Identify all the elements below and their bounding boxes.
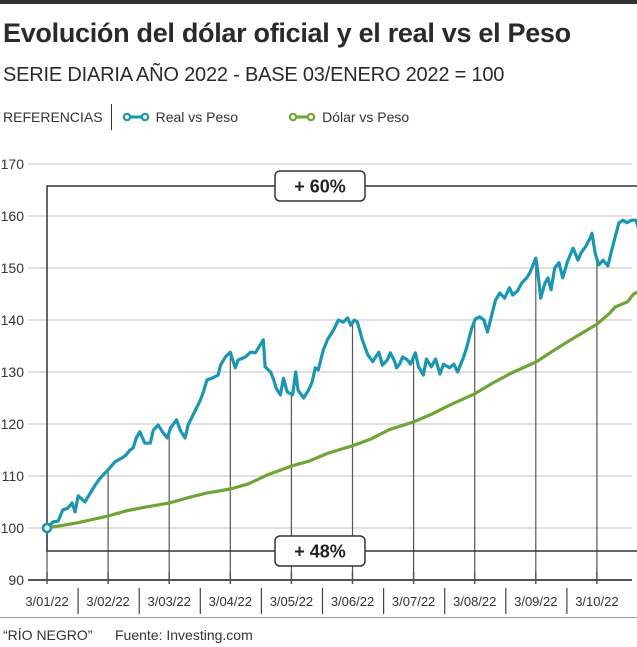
x-tick-label: 3/01/22	[25, 594, 68, 609]
chart-subtitle: SERIE DIARIA AÑO 2022 - BASE 03/ENERO 20…	[3, 64, 505, 86]
y-tick-label: 100	[1, 520, 25, 536]
chart-title: Evolución del dólar oficial y el real vs…	[3, 18, 571, 48]
x-tick-label: 3/07/22	[392, 594, 435, 609]
bracket-real	[46, 185, 637, 528]
series-line-dolar	[45, 290, 637, 530]
y-tick-label: 120	[1, 416, 25, 432]
x-tick-label: 3/04/22	[209, 594, 252, 609]
x-tick-label: 3/08/22	[453, 594, 496, 609]
legend-item-real: Real vs Peso	[122, 109, 238, 125]
y-tick-label: 150	[1, 260, 25, 276]
top-rule	[0, 0, 637, 4]
legend-item-label: Real vs Peso	[155, 109, 239, 125]
legend-item-dolar: Dólar vs Peso	[288, 109, 409, 125]
line-dot-icon	[288, 112, 316, 122]
series-line-real	[45, 218, 637, 530]
y-tick-label: 90	[8, 572, 24, 588]
x-tick-label: 3/10/22	[575, 594, 618, 609]
callout-dolar-label: + 48%	[294, 542, 346, 562]
x-tick-label: 3/09/22	[514, 594, 557, 609]
footer-rule	[0, 617, 637, 618]
y-tick-label: 160	[1, 208, 25, 224]
callout-real-label: + 60%	[294, 177, 346, 197]
x-tick-label: 3/05/22	[270, 594, 313, 609]
line-chart: 90 100 110 120 130 140 150 160 170 3/01/22 3/02/2…	[1, 156, 637, 614]
y-tick-label: 110	[2, 468, 25, 484]
y-tick-label: 140	[1, 312, 25, 328]
legend: REFERENCIAS Real vs Peso Dólar vs Peso	[3, 104, 459, 130]
y-tick-label: 170	[1, 156, 25, 172]
legend-divider	[110, 104, 112, 130]
x-tick-label: 3/06/22	[331, 594, 374, 609]
callout-dolar-box	[274, 535, 366, 567]
source-text: Fuente: Investing.com	[115, 627, 253, 643]
x-tick-label: 3/02/22	[86, 594, 129, 609]
legend-label: REFERENCIAS	[3, 109, 103, 125]
series-start-marker	[41, 522, 53, 534]
credit-text: “RÍO NEGRO”	[3, 627, 93, 643]
x-tick-label: 3/03/22	[148, 594, 191, 609]
y-tick-label: 130	[1, 364, 25, 380]
callout-real-box	[274, 170, 366, 202]
line-dot-icon	[122, 112, 149, 122]
legend-item-label: Dólar vs Peso	[322, 109, 410, 125]
